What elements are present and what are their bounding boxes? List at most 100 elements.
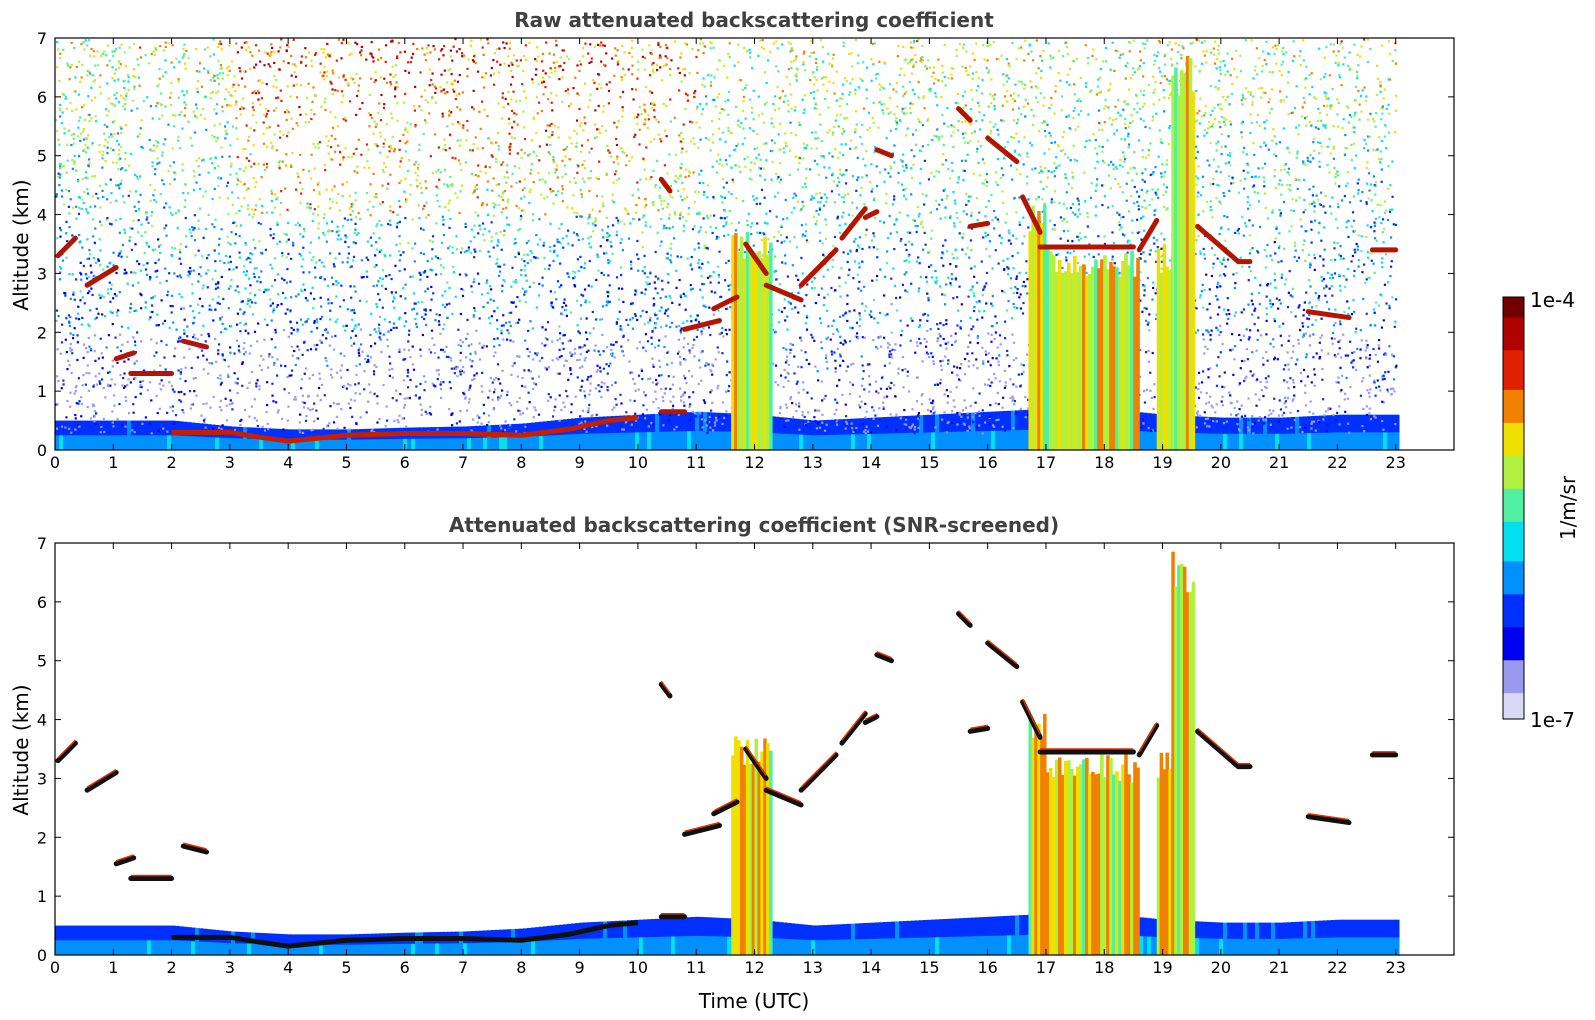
noise-pixel bbox=[815, 209, 818, 213]
noise-pixel bbox=[707, 421, 711, 424]
noise-pixel bbox=[1004, 95, 1007, 98]
noise-pixel bbox=[1196, 112, 1199, 115]
noise-pixel bbox=[905, 134, 908, 137]
noise-pixel bbox=[621, 428, 624, 431]
noise-pixel bbox=[178, 257, 181, 260]
boundary-layer-cell bbox=[327, 439, 332, 450]
noise-pixel bbox=[192, 269, 195, 272]
noise-pixel bbox=[791, 307, 794, 310]
noise-pixel bbox=[344, 147, 347, 150]
boundary-layer-cell bbox=[1231, 433, 1236, 450]
noise-pixel bbox=[893, 284, 897, 287]
noise-pixel bbox=[404, 320, 408, 323]
noise-pixel bbox=[200, 349, 204, 352]
noise-pixel bbox=[826, 268, 829, 271]
noise-pixel bbox=[103, 430, 106, 434]
noise-pixel bbox=[838, 224, 841, 227]
noise-pixel bbox=[375, 264, 378, 267]
boundary-layer-cell bbox=[443, 438, 448, 450]
noise-pixel bbox=[334, 257, 337, 260]
noise-pixel bbox=[247, 297, 250, 300]
noise-pixel bbox=[560, 223, 563, 226]
noise-pixel bbox=[576, 163, 579, 166]
noise-pixel bbox=[219, 317, 222, 320]
noise-pixel bbox=[1285, 95, 1288, 98]
noise-pixel bbox=[1352, 230, 1355, 233]
boundary-layer-cell bbox=[1195, 416, 1200, 450]
noise-pixel bbox=[834, 398, 837, 401]
noise-pixel bbox=[1094, 147, 1097, 150]
noise-pixel bbox=[594, 123, 597, 126]
noise-pixel bbox=[290, 74, 293, 77]
noise-pixel bbox=[865, 174, 868, 177]
noise-pixel bbox=[171, 213, 174, 216]
noise-pixel bbox=[193, 214, 196, 217]
noise-pixel bbox=[1119, 216, 1122, 219]
noise-pixel bbox=[553, 249, 556, 252]
noise-pixel bbox=[152, 194, 155, 197]
noise-pixel bbox=[268, 54, 271, 57]
noise-pixel bbox=[1011, 234, 1015, 237]
noise-pixel bbox=[1072, 250, 1076, 253]
noise-pixel bbox=[983, 162, 986, 165]
noise-pixel bbox=[788, 83, 792, 86]
noise-pixel bbox=[855, 426, 858, 430]
noise-pixel bbox=[363, 388, 366, 391]
noise-pixel bbox=[272, 233, 275, 236]
boundary-layer-cell bbox=[1351, 432, 1356, 450]
boundary-layer-cell bbox=[355, 439, 360, 450]
noise-pixel bbox=[243, 323, 246, 326]
noise-pixel bbox=[776, 191, 780, 194]
noise-pixel bbox=[112, 425, 115, 428]
noise-pixel bbox=[409, 60, 412, 64]
noise-pixel bbox=[575, 233, 579, 236]
noise-pixel bbox=[473, 248, 476, 251]
noise-pixel bbox=[710, 74, 713, 77]
noise-pixel bbox=[211, 223, 214, 226]
noise-pixel bbox=[542, 244, 545, 247]
noise-pixel bbox=[1275, 62, 1278, 65]
noise-pixel bbox=[1218, 79, 1221, 82]
boundary-layer-cell bbox=[687, 431, 692, 450]
noise-pixel bbox=[378, 329, 381, 332]
noise-pixel bbox=[442, 148, 445, 151]
noise-pixel bbox=[450, 111, 453, 114]
noise-pixel bbox=[1352, 219, 1356, 222]
noise-pixel bbox=[750, 161, 753, 164]
boundary-layer-cell bbox=[287, 439, 292, 450]
noise-pixel bbox=[950, 284, 953, 287]
noise-pixel bbox=[657, 278, 660, 281]
noise-pixel bbox=[370, 55, 374, 58]
noise-pixel bbox=[1145, 191, 1148, 195]
noise-pixel bbox=[592, 78, 595, 82]
noise-pixel bbox=[910, 243, 914, 246]
noise-pixel bbox=[1194, 145, 1197, 148]
noise-pixel bbox=[605, 83, 608, 86]
noise-pixel bbox=[1264, 206, 1267, 209]
noise-pixel bbox=[447, 69, 450, 72]
boundary-layer-cell bbox=[471, 438, 476, 450]
noise-pixel bbox=[956, 256, 959, 259]
noise-pixel bbox=[493, 378, 496, 381]
noise-pixel bbox=[1376, 203, 1379, 206]
noise-pixel bbox=[1253, 175, 1256, 178]
boundary-layer-cell bbox=[615, 432, 620, 450]
noise-pixel bbox=[610, 245, 613, 248]
boundary-layer-cell bbox=[1379, 432, 1384, 450]
noise-pixel bbox=[464, 161, 467, 164]
noise-pixel bbox=[1357, 259, 1360, 262]
noise-pixel bbox=[588, 99, 591, 102]
noise-pixel bbox=[1215, 170, 1218, 173]
noise-pixel bbox=[1005, 80, 1009, 83]
noise-pixel bbox=[524, 339, 527, 342]
noise-pixel bbox=[486, 115, 489, 118]
noise-pixel bbox=[555, 39, 558, 42]
noise-pixel bbox=[525, 407, 529, 410]
noise-pixel bbox=[174, 347, 177, 350]
noise-pixel bbox=[911, 58, 914, 61]
boundary-layer-cell bbox=[1275, 417, 1280, 450]
noise-pixel bbox=[822, 60, 825, 63]
noise-pixel bbox=[1015, 237, 1018, 240]
noise-pixel bbox=[496, 60, 499, 63]
noise-pixel bbox=[966, 246, 969, 250]
